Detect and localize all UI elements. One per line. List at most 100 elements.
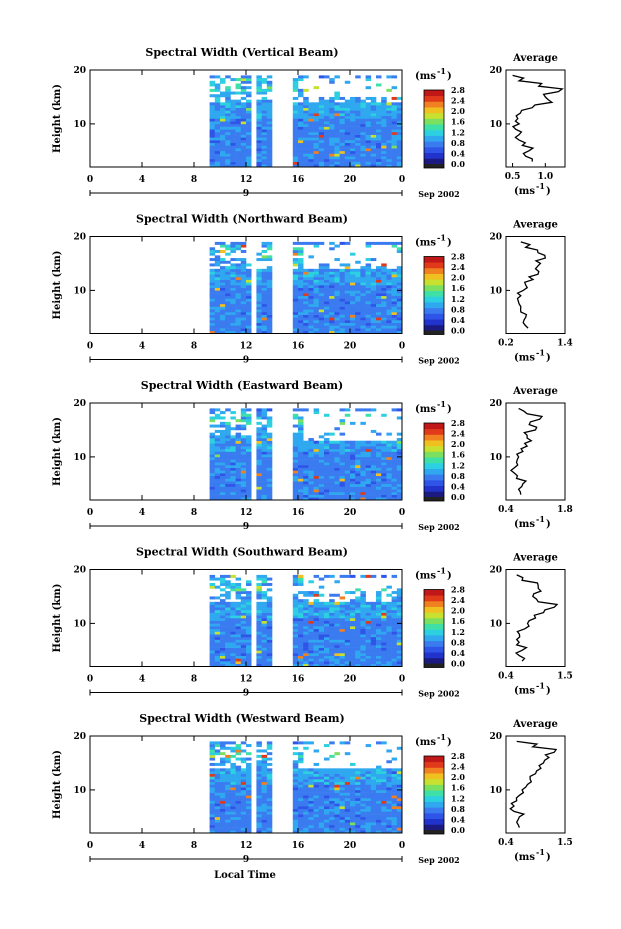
heatmap-cell — [209, 432, 216, 436]
heatmap-cell — [266, 311, 273, 315]
heatmap-cell — [298, 424, 304, 428]
heatmap-cell — [230, 478, 236, 482]
heatmap-cell — [391, 827, 398, 831]
heatmap-cell — [235, 819, 242, 823]
heatmap-cell — [292, 628, 299, 632]
heatmap-cell — [318, 634, 325, 638]
heatmap-cell — [225, 771, 231, 775]
colorbar-segment — [424, 824, 444, 831]
heatmap-cell — [235, 814, 242, 818]
heatmap-cell — [235, 448, 242, 452]
heatmap-cell — [370, 328, 377, 332]
heatmap-cell — [298, 298, 304, 302]
heatmap-cell — [256, 309, 262, 313]
heatmap-cell — [334, 811, 340, 815]
heatmap-cell — [324, 276, 330, 280]
heatmap-cell — [376, 599, 382, 603]
heatmap-cell — [256, 574, 262, 578]
heatmap-cell — [339, 615, 346, 619]
heatmap-cell — [334, 658, 340, 662]
heatmap-cell — [365, 609, 372, 613]
heatmap-cell — [209, 249, 216, 253]
heatmap-cell — [303, 293, 309, 297]
heatmap-cell — [240, 140, 247, 144]
heatmap-cell — [240, 792, 247, 796]
heatmap-cell — [292, 787, 299, 791]
heatmap-cell — [225, 328, 231, 332]
heatmap-cell — [365, 137, 372, 141]
heatmap-cell — [266, 443, 273, 447]
heatmap-cell — [308, 440, 314, 444]
heatmap-cell — [339, 497, 346, 501]
heatmap-cell — [344, 663, 351, 667]
heatmap-cell — [209, 647, 216, 651]
heatmap-cell — [360, 115, 366, 119]
heatmap-cell — [214, 454, 221, 458]
heatmap-cell — [381, 118, 387, 122]
heatmap-cell — [370, 811, 377, 815]
heatmap-cell — [292, 443, 299, 447]
heatmap-cell — [396, 293, 403, 297]
heatmap-cell — [292, 118, 299, 122]
heatmap-cell — [396, 113, 403, 117]
heatmap — [209, 408, 403, 501]
heatmap-cell — [344, 266, 351, 270]
heatmap-cell — [360, 612, 366, 616]
heatmap-cell — [376, 322, 382, 326]
heatmap-cell — [344, 448, 351, 452]
heatmap-cell — [381, 285, 387, 288]
heatmap-cell — [230, 258, 236, 262]
heatmap-cell — [334, 134, 340, 138]
heatmap-cell — [246, 757, 252, 761]
heatmap-cell — [381, 768, 387, 772]
heatmap-cell — [230, 140, 236, 144]
heatmap-cell — [365, 446, 372, 450]
heatmap-cell — [381, 779, 387, 783]
heatmap-cell — [298, 473, 304, 477]
x-axis-label: Local Time — [214, 870, 276, 881]
heatmap-cell — [209, 295, 216, 299]
heatmap-cell — [240, 642, 247, 646]
heatmap-cell — [261, 494, 268, 498]
heatmap-cell — [246, 776, 252, 780]
heatmap-cell — [230, 792, 236, 796]
heatmap-cell — [235, 765, 242, 769]
heatmap-cell — [370, 107, 377, 111]
heatmap-cell — [339, 153, 346, 157]
heatmap-cell — [214, 650, 221, 654]
heatmap-cell — [376, 814, 382, 818]
heatmap-cell — [214, 134, 221, 138]
heatmap-cell — [225, 658, 231, 662]
heatmap-cell — [313, 134, 320, 138]
heatmap-cell — [292, 306, 299, 310]
heatmap-cell — [329, 489, 335, 493]
heatmap-cell — [318, 274, 325, 278]
heatmap-cell — [370, 279, 377, 283]
heatmap-cell — [339, 443, 346, 447]
heatmap-cell — [261, 443, 268, 447]
heatmap-cell — [370, 612, 377, 616]
heatmap-cell — [298, 279, 304, 283]
heatmap-cell — [365, 491, 372, 495]
heatmap-cell — [318, 456, 325, 460]
heatmap-cell — [391, 653, 398, 657]
heatmap-cell — [339, 276, 346, 280]
heatmap-cell — [220, 303, 226, 307]
heatmap-cell — [391, 268, 398, 272]
colorbar-tick-label: 2.4 — [451, 429, 465, 439]
heatmap-cell — [334, 494, 340, 498]
heatmap-cell — [365, 266, 372, 270]
heatmap-cell — [298, 647, 304, 651]
heatmap-cell — [308, 830, 314, 834]
heatmap-cell — [214, 279, 221, 283]
heatmap-cell — [396, 440, 403, 444]
heatmap-cell — [360, 285, 366, 288]
heatmap-cell — [396, 462, 403, 466]
heatmap-cell — [360, 808, 366, 812]
heatmap-cell — [261, 827, 268, 831]
heatmap-cell — [230, 827, 236, 831]
heatmap-cell — [225, 574, 231, 578]
heatmap-cell — [214, 644, 221, 648]
heatmap-cell — [386, 604, 392, 608]
heatmap-cell — [324, 824, 330, 828]
